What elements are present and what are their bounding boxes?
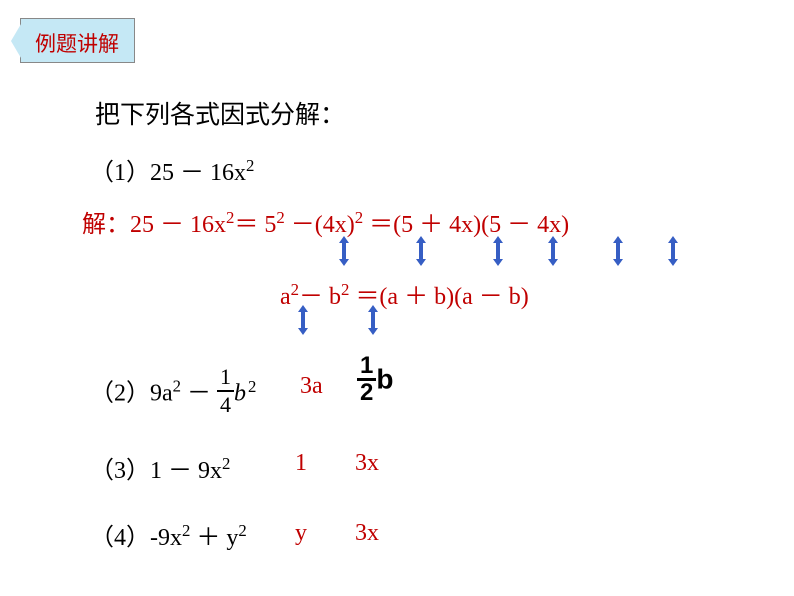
solution-eq2: ＝(5 ＋ 4x)(5 － 4x) <box>363 212 569 238</box>
problem-2-exp: 2 <box>173 377 181 396</box>
banner-label: 例题讲解 <box>35 28 119 58</box>
problem-2-minus: － <box>181 381 217 407</box>
answer-2b-var: b <box>376 364 393 395</box>
double-arrow-icon <box>490 236 506 266</box>
problem-3: （3）1 － 9x2 <box>90 450 230 485</box>
problem-4-label: （4）-9x <box>90 525 182 551</box>
double-arrow-icon <box>365 305 381 335</box>
answer-3b: 3x <box>355 450 379 477</box>
solution-mid: －(4x) <box>285 212 355 238</box>
formula-line: a2－ b2 ＝(a ＋ b)(a － b) <box>280 276 529 311</box>
answer-2b: 12b <box>357 354 393 405</box>
problem-4-yexp: 2 <box>238 521 246 540</box>
problem-3-label: （3）1 － 9x <box>90 458 222 484</box>
solution-exp2: 2 <box>276 208 284 227</box>
solution-eq1: ＝ 5 <box>234 212 276 238</box>
problem-3-exp: 2 <box>222 454 230 473</box>
banner-ribbon: 例题讲解 <box>20 18 135 68</box>
problem-2-b: b <box>234 381 246 407</box>
formula-a: a <box>280 284 291 310</box>
double-arrow-icon <box>413 236 429 266</box>
answer-4b: 3x <box>355 520 379 547</box>
instruction-text: 把下列各式因式分解： <box>95 95 345 131</box>
answer-4a: y <box>295 520 307 547</box>
problem-1: （1）25 － 16x2 <box>90 152 254 187</box>
formula-exp1: 2 <box>291 280 299 299</box>
solution-body: 25 － 16x <box>130 212 226 238</box>
double-arrow-icon <box>545 236 561 266</box>
double-arrow-icon <box>295 305 311 335</box>
problem-1-label: （1）25 － 16x <box>90 160 246 186</box>
fraction-1-4: 14 <box>217 364 234 418</box>
double-arrow-icon <box>336 236 352 266</box>
answer-2a: 3a <box>300 373 323 400</box>
solution-1: 解：25 － 16x2＝ 52 －(4x)2 ＝(5 ＋ 4x)(5 － 4x) <box>82 204 569 239</box>
solution-exp3: 2 <box>355 208 363 227</box>
double-arrow-icon <box>610 236 626 266</box>
frac-den-2: 2 <box>357 381 376 405</box>
problem-2-label: （2）9a <box>90 381 173 407</box>
problem-2: （2）9a2 － 14b2 <box>90 368 256 422</box>
frac-num-2: 1 <box>357 354 376 381</box>
frac-num: 1 <box>217 364 234 392</box>
problem-4-rest: ＋ y <box>190 525 238 551</box>
frac-den: 4 <box>217 392 234 418</box>
solution-prefix: 解： <box>82 212 130 238</box>
problem-2-bexp: 2 <box>248 377 256 396</box>
double-arrow-icon <box>665 236 681 266</box>
problem-1-exp: 2 <box>246 156 254 175</box>
fraction-1-2: 12 <box>357 354 376 405</box>
answer-3a: 1 <box>295 450 307 477</box>
problem-4: （4）-9x2 ＋ y2 <box>90 517 247 552</box>
